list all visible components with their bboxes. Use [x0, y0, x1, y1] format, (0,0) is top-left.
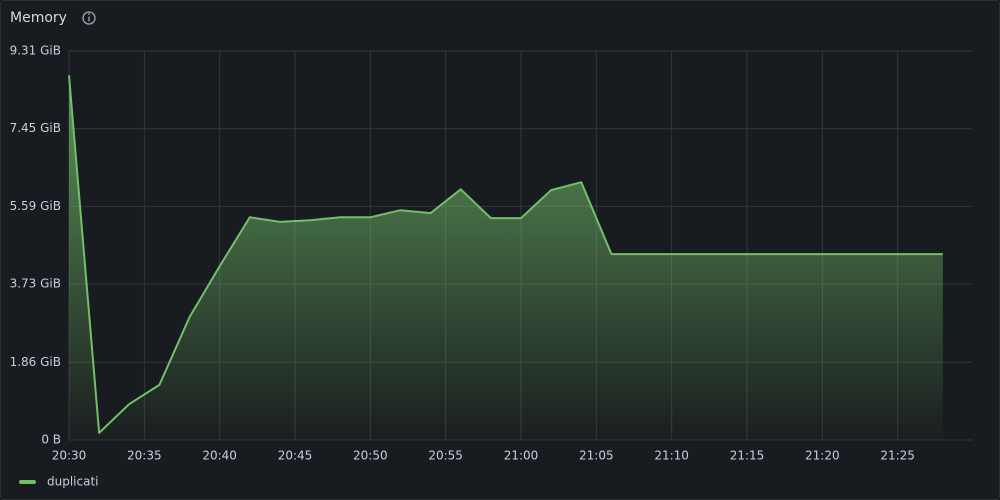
- x-tick-label: 21:10: [654, 449, 689, 463]
- y-tick-label: 5.59 GiB: [10, 199, 61, 213]
- x-tick-label: 21:25: [880, 449, 915, 463]
- y-tick-label: 0 B: [41, 433, 61, 447]
- x-tick-label: 20:50: [353, 449, 388, 463]
- line: [68, 75, 943, 434]
- legend-label: duplicati: [47, 475, 99, 489]
- x-tick-label: 20:40: [202, 449, 237, 463]
- area: [69, 75, 943, 440]
- x-tick-label: 21:15: [730, 449, 765, 463]
- x-tick-label: 20:55: [428, 449, 463, 463]
- x-tick-label: 21:20: [805, 449, 840, 463]
- x-tick-label: 20:35: [127, 449, 162, 463]
- y-tick-label: 7.45 GiB: [10, 121, 61, 135]
- x-tick-label: 20:45: [278, 449, 313, 463]
- x-tick-label: 21:00: [504, 449, 539, 463]
- y-tick-label: 3.73 GiB: [10, 277, 61, 291]
- x-tick-label: 21:05: [579, 449, 614, 463]
- y-tick-label: 9.31 GiB: [10, 44, 61, 58]
- panel-title: Memory: [10, 10, 67, 26]
- y-tick-label: 1.86 GiB: [10, 355, 61, 369]
- x-tick-label: 20:30: [52, 449, 87, 463]
- info-icon[interactable]: [82, 11, 96, 25]
